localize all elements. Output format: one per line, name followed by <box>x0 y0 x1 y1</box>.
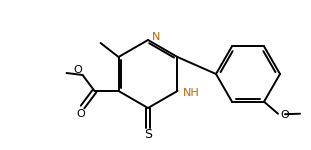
Text: N: N <box>152 32 160 42</box>
Text: O: O <box>76 109 85 119</box>
Text: O: O <box>73 65 82 75</box>
Text: NH: NH <box>183 88 199 98</box>
Text: O: O <box>280 110 289 120</box>
Text: S: S <box>144 129 152 141</box>
